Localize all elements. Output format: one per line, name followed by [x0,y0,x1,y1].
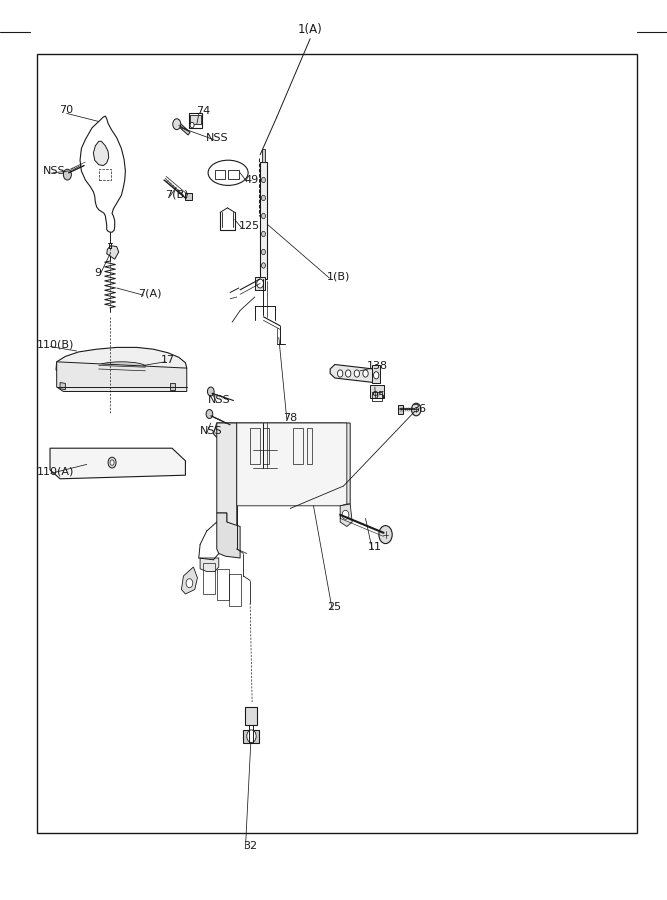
Bar [255,277,265,290]
Text: 7(A): 7(A) [138,288,161,299]
Text: 25: 25 [327,602,341,613]
Bar [250,428,260,464]
Bar [247,427,259,436]
Text: 1(A): 1(A) [297,23,323,36]
Text: 125: 125 [239,220,260,231]
Bar [99,169,111,180]
Polygon shape [237,423,347,506]
Bar [370,385,384,398]
Bar [215,170,225,179]
Circle shape [108,457,116,468]
Bar [293,428,303,464]
Bar [260,162,267,279]
Bar [372,364,380,382]
Text: 74: 74 [196,105,210,116]
Polygon shape [330,364,379,382]
Circle shape [63,169,71,180]
Text: 9: 9 [95,267,102,278]
Polygon shape [60,382,65,390]
Circle shape [186,579,193,588]
Polygon shape [200,558,219,572]
Circle shape [261,213,265,219]
Circle shape [412,403,421,416]
Bar [229,574,241,606]
Ellipse shape [96,362,146,373]
Text: 70: 70 [59,104,73,115]
Text: NSS: NSS [199,426,222,436]
Polygon shape [56,347,187,384]
Circle shape [261,231,265,237]
Circle shape [261,249,265,255]
Bar [189,113,202,128]
Ellipse shape [208,160,248,185]
Circle shape [346,370,351,377]
Bar [37,54,637,832]
Circle shape [354,370,360,377]
Text: NSS: NSS [205,132,228,143]
Circle shape [261,263,265,268]
Text: 36: 36 [412,403,426,414]
Text: 49: 49 [244,175,258,185]
Polygon shape [93,141,109,166]
Bar [217,569,229,600]
Circle shape [379,526,392,544]
Circle shape [247,730,256,742]
Polygon shape [178,123,190,135]
Text: 110(B): 110(B) [37,339,74,350]
Polygon shape [80,116,125,232]
Circle shape [342,510,349,519]
Polygon shape [50,448,185,479]
Circle shape [190,122,194,128]
Bar [243,730,259,742]
Polygon shape [217,513,240,558]
Polygon shape [181,567,197,594]
Bar [398,405,403,414]
Text: 11: 11 [368,542,382,553]
Circle shape [338,370,343,377]
Polygon shape [213,423,347,441]
Circle shape [374,372,379,379]
Circle shape [363,370,368,377]
Text: 7(B): 7(B) [165,189,188,200]
Bar [307,428,312,464]
Polygon shape [107,246,119,259]
Polygon shape [340,423,350,508]
Text: 32: 32 [243,841,257,851]
Circle shape [261,177,265,183]
Circle shape [110,460,114,465]
Polygon shape [217,423,237,526]
Bar [263,428,269,464]
Circle shape [173,119,181,130]
Circle shape [206,410,213,418]
Bar [185,193,192,200]
Text: 95: 95 [372,391,386,401]
Bar [190,115,201,124]
Bar [280,427,292,436]
Text: NSS: NSS [208,395,231,406]
Text: NSS: NSS [43,166,66,176]
Bar [307,427,319,436]
Bar [203,562,215,594]
Polygon shape [340,504,352,526]
Bar [228,170,239,179]
Polygon shape [170,382,175,390]
Text: 1(B): 1(B) [327,271,350,282]
Circle shape [261,195,265,201]
Bar [262,148,265,162]
Bar [372,392,382,401]
Text: 17: 17 [161,355,175,365]
Polygon shape [57,362,187,392]
Text: 110(A): 110(A) [37,466,74,477]
Bar [245,706,257,724]
Text: 78: 78 [283,412,297,423]
Circle shape [207,387,214,396]
Text: 138: 138 [367,361,388,372]
Circle shape [257,279,263,288]
